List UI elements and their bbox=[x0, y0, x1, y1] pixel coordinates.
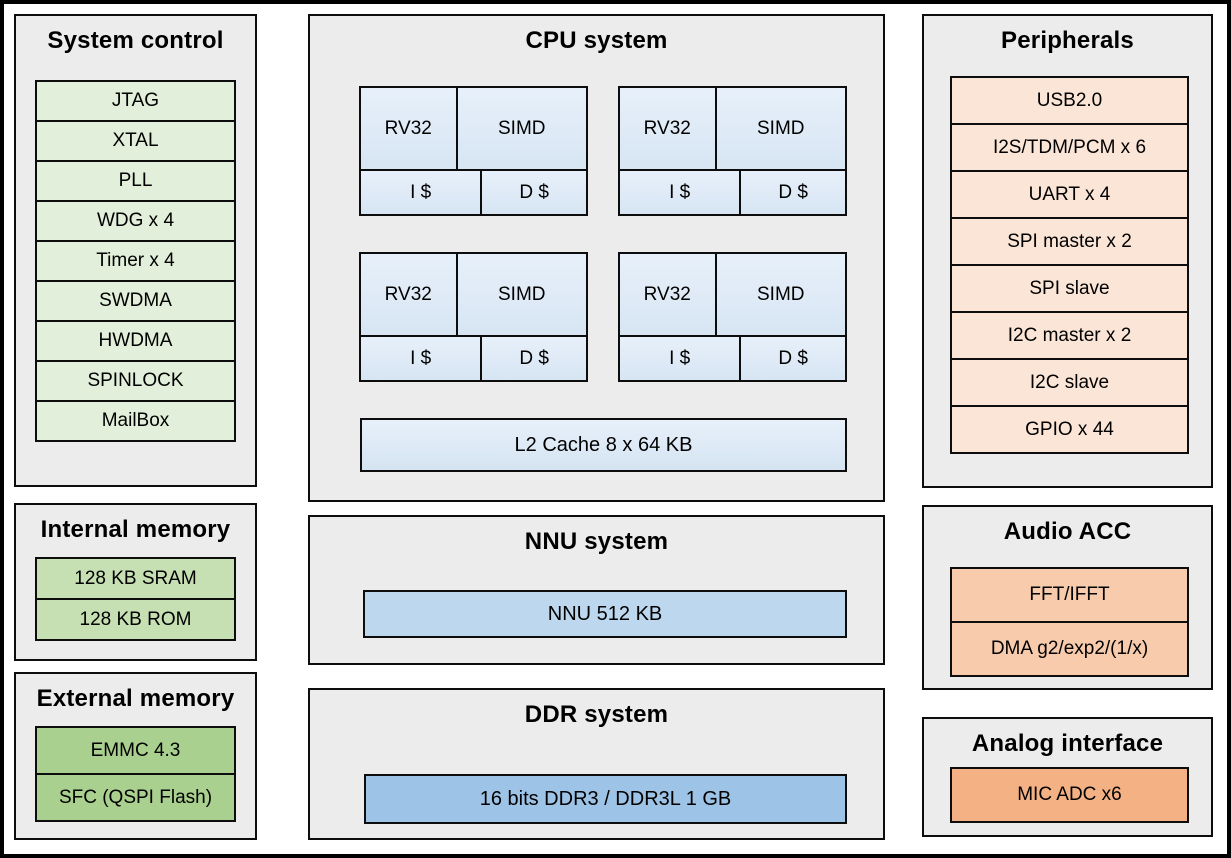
nnu-system-title: NNU system bbox=[524, 528, 669, 555]
cpu-core-grid: RV32 SIMD I $ D $ RV32 SIMD I $ D $ bbox=[359, 86, 847, 382]
block-l2-cache: L2 Cache 8 x 64 KB bbox=[360, 418, 847, 472]
cpu-core-2: RV32 SIMD I $ D $ bbox=[618, 86, 847, 216]
block-i2s-tdm-pcm: I2S/TDM/PCM x 6 bbox=[950, 123, 1189, 172]
block-dcache: D $ bbox=[480, 171, 586, 214]
block-icache: I $ bbox=[620, 171, 740, 214]
block-icache: I $ bbox=[361, 171, 481, 214]
cpu-system-title: CPU system bbox=[525, 27, 668, 54]
block-xtal: XTAL bbox=[35, 120, 236, 162]
block-emmc: EMMC 4.3 bbox=[35, 726, 236, 775]
audio-acc-title: Audio ACC bbox=[1003, 518, 1132, 545]
block-nnu-memory: NNU 512 KB bbox=[363, 590, 847, 638]
panel-peripherals: Peripherals USB2.0 I2S/TDM/PCM x 6 UART … bbox=[922, 14, 1213, 488]
block-mic-adc: MIC ADC x6 bbox=[950, 767, 1189, 823]
block-simd: SIMD bbox=[714, 88, 845, 169]
block-pll: PLL bbox=[35, 160, 236, 202]
analog-interface-title: Analog interface bbox=[971, 730, 1164, 757]
peripherals-items: USB2.0 I2S/TDM/PCM x 6 UART x 4 SPI mast… bbox=[950, 76, 1189, 454]
block-rv32: RV32 bbox=[620, 254, 715, 335]
panel-cpu-system: CPU system RV32 SIMD I $ D $ RV32 SIMD I bbox=[308, 14, 885, 502]
ddr-system-title: DDR system bbox=[524, 701, 669, 728]
block-jtag: JTAG bbox=[35, 80, 236, 122]
panel-external-memory: External memory EMMC 4.3 SFC (QSPI Flash… bbox=[14, 672, 257, 840]
panel-nnu-system: NNU system NNU 512 KB bbox=[308, 515, 885, 665]
block-icache: I $ bbox=[361, 337, 481, 380]
block-dcache: D $ bbox=[480, 337, 586, 380]
block-usb: USB2.0 bbox=[950, 76, 1189, 125]
block-rom: 128 KB ROM bbox=[35, 598, 236, 641]
panel-internal-memory: Internal memory 128 KB SRAM 128 KB ROM bbox=[14, 503, 257, 661]
block-hwdma: HWDMA bbox=[35, 320, 236, 362]
block-icache: I $ bbox=[620, 337, 740, 380]
internal-memory-items: 128 KB SRAM 128 KB ROM bbox=[35, 557, 236, 641]
panel-system-control: System control JTAG XTAL PLL WDG x 4 Tim… bbox=[14, 14, 257, 487]
cpu-core-3: RV32 SIMD I $ D $ bbox=[359, 252, 588, 382]
block-dcache: D $ bbox=[739, 171, 845, 214]
block-spinlock: SPINLOCK bbox=[35, 360, 236, 402]
panel-ddr-system: DDR system 16 bits DDR3 / DDR3L 1 GB bbox=[308, 688, 885, 840]
cpu-core-4: RV32 SIMD I $ D $ bbox=[618, 252, 847, 382]
block-simd: SIMD bbox=[714, 254, 845, 335]
block-mailbox: MailBox bbox=[35, 400, 236, 442]
panel-analog-interface: Analog interface MIC ADC x6 bbox=[922, 717, 1213, 837]
block-rv32: RV32 bbox=[361, 88, 456, 169]
panel-audio-acc: Audio ACC FFT/IFFT DMA g2/exp2/(1/x) bbox=[922, 505, 1213, 690]
block-dma-math: DMA g2/exp2/(1/x) bbox=[950, 621, 1189, 677]
external-memory-items: EMMC 4.3 SFC (QSPI Flash) bbox=[35, 726, 236, 822]
block-i2c-slave: I2C slave bbox=[950, 358, 1189, 407]
block-sram: 128 KB SRAM bbox=[35, 557, 236, 600]
block-spi-slave: SPI slave bbox=[950, 264, 1189, 313]
block-wdg: WDG x 4 bbox=[35, 200, 236, 242]
block-timer: Timer x 4 bbox=[35, 240, 236, 282]
block-sfc-qspi-flash: SFC (QSPI Flash) bbox=[35, 773, 236, 822]
block-spi-master: SPI master x 2 bbox=[950, 217, 1189, 266]
analog-interface-items: MIC ADC x6 bbox=[950, 767, 1189, 823]
block-ddr-memory: 16 bits DDR3 / DDR3L 1 GB bbox=[364, 774, 847, 824]
internal-memory-title: Internal memory bbox=[40, 516, 231, 543]
block-rv32: RV32 bbox=[361, 254, 456, 335]
block-fft-ifft: FFT/IFFT bbox=[950, 567, 1189, 623]
external-memory-title: External memory bbox=[36, 685, 235, 712]
block-gpio: GPIO x 44 bbox=[950, 405, 1189, 454]
system-control-title: System control bbox=[47, 27, 224, 54]
block-rv32: RV32 bbox=[620, 88, 715, 169]
peripherals-title: Peripherals bbox=[1001, 27, 1134, 54]
block-i2c-master: I2C master x 2 bbox=[950, 311, 1189, 360]
cpu-core-1: RV32 SIMD I $ D $ bbox=[359, 86, 588, 216]
block-simd: SIMD bbox=[455, 88, 586, 169]
block-dcache: D $ bbox=[739, 337, 845, 380]
audio-acc-items: FFT/IFFT DMA g2/exp2/(1/x) bbox=[950, 567, 1189, 677]
system-control-items: JTAG XTAL PLL WDG x 4 Timer x 4 SWDMA HW… bbox=[35, 80, 236, 442]
block-swdma: SWDMA bbox=[35, 280, 236, 322]
block-simd: SIMD bbox=[455, 254, 586, 335]
block-uart: UART x 4 bbox=[950, 170, 1189, 219]
